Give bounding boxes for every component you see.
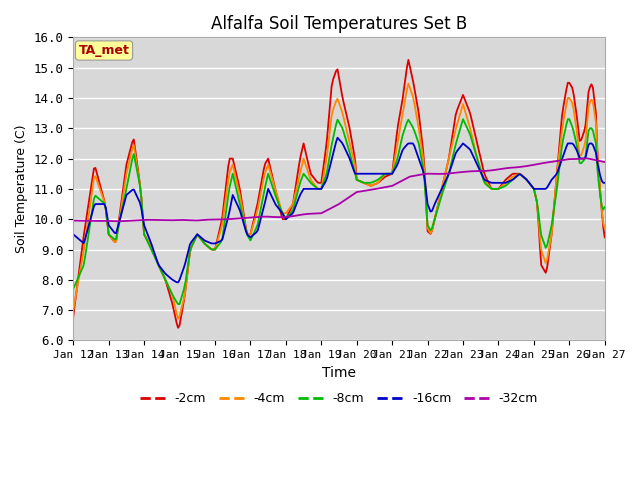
Title: Alfalfa Soil Temperatures Set B: Alfalfa Soil Temperatures Set B (211, 15, 467, 33)
Text: TA_met: TA_met (79, 44, 129, 57)
Y-axis label: Soil Temperature (C): Soil Temperature (C) (15, 125, 28, 253)
Legend: -2cm, -4cm, -8cm, -16cm, -32cm: -2cm, -4cm, -8cm, -16cm, -32cm (135, 387, 543, 410)
X-axis label: Time: Time (322, 366, 356, 380)
